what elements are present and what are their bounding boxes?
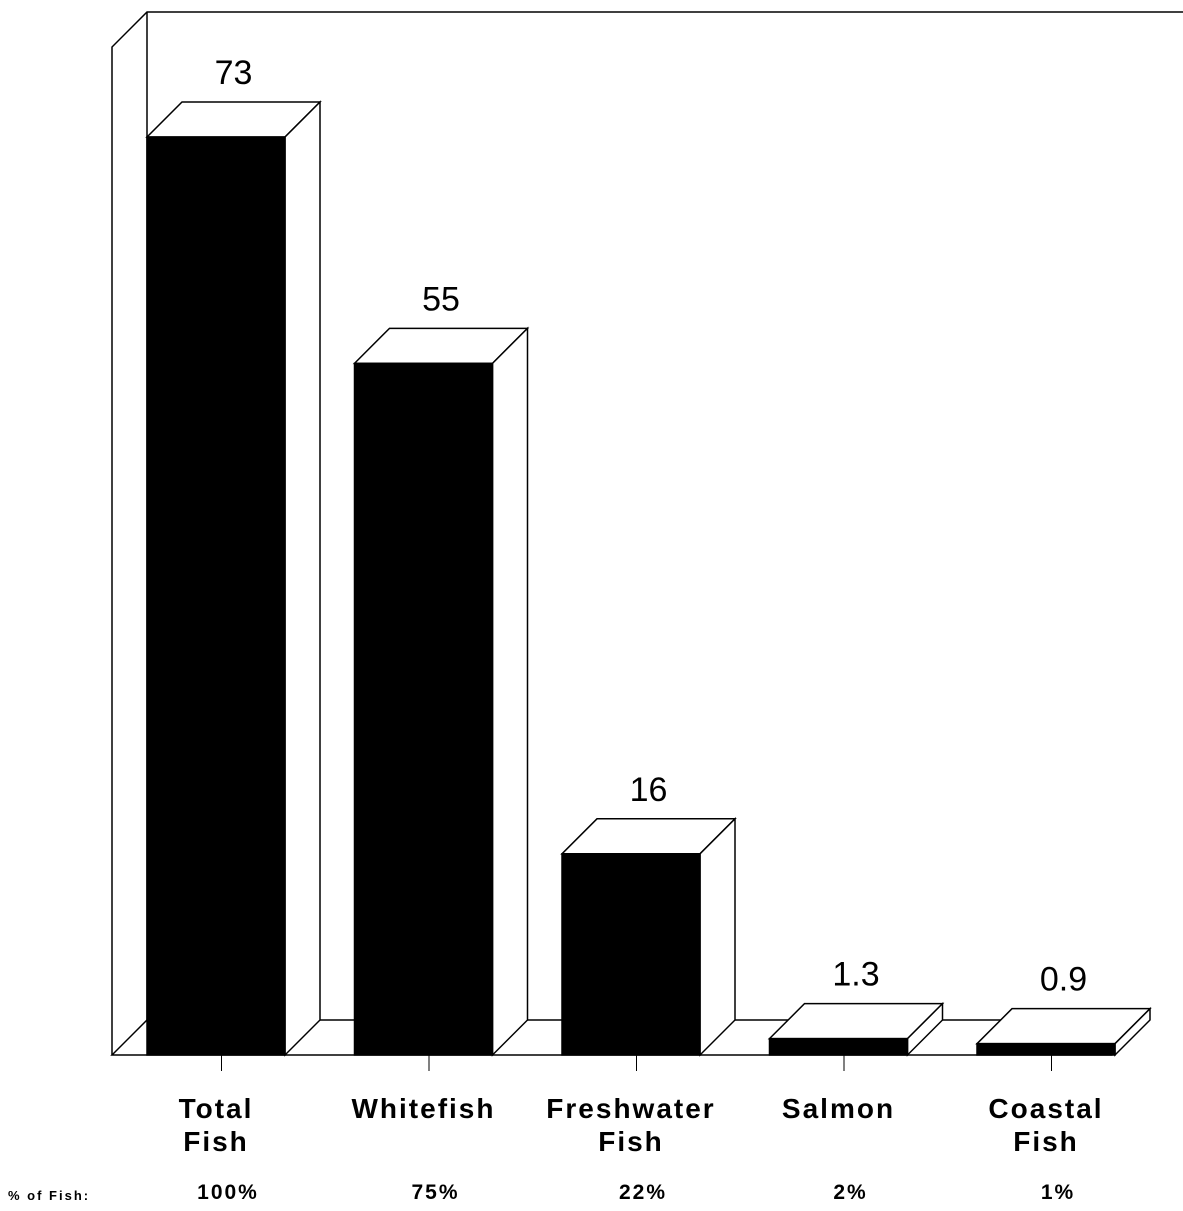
percent-label: 22% xyxy=(619,1181,667,1204)
percent-label: 1% xyxy=(1041,1181,1075,1204)
percent-label: 100% xyxy=(197,1181,259,1204)
category-label: Salmon xyxy=(782,1093,895,1124)
category-label: Total Fish xyxy=(179,1093,254,1157)
bar-side-face xyxy=(491,326,529,1057)
value-label: 73 xyxy=(215,54,253,92)
bar-front-face xyxy=(353,362,494,1056)
bar-3 xyxy=(767,1001,945,1071)
bar-front-face xyxy=(768,1037,909,1056)
bar-1 xyxy=(352,326,530,1071)
category-label-line: Salmon xyxy=(782,1093,895,1124)
bar-0 xyxy=(145,100,322,1071)
value-label: 1.3 xyxy=(832,956,879,994)
category-label: Freshwater Fish xyxy=(546,1093,715,1157)
category-label-line: Coastal xyxy=(988,1093,1103,1124)
left-wall xyxy=(111,11,1183,1055)
category-label-line: Total xyxy=(179,1093,254,1124)
bar-side-face xyxy=(699,816,736,1057)
category-label: Whitefish xyxy=(352,1093,496,1124)
percent-row-label: % of Fish: xyxy=(8,1188,90,1203)
category-label-line: Freshwater xyxy=(546,1093,715,1124)
bars-group xyxy=(145,100,1152,1071)
category-label-line: Fish xyxy=(598,1126,664,1157)
percent-label: 2% xyxy=(833,1181,867,1204)
bar-2 xyxy=(560,816,737,1071)
category-label: Coastal Fish xyxy=(988,1093,1103,1157)
bar-side-face xyxy=(284,100,321,1057)
percent-label: 75% xyxy=(411,1181,459,1204)
value-label: 16 xyxy=(630,771,668,809)
category-label-line: Whitefish xyxy=(352,1093,496,1124)
value-label: 0.9 xyxy=(1040,961,1087,999)
value-label: 55 xyxy=(422,280,460,318)
bar-front-face xyxy=(146,136,286,1056)
bar-4 xyxy=(975,1006,1152,1071)
category-label-line: Fish xyxy=(1013,1126,1079,1157)
category-label-line: Fish xyxy=(183,1126,249,1157)
bar-front-face xyxy=(976,1042,1116,1056)
bar-front-face xyxy=(561,853,701,1056)
